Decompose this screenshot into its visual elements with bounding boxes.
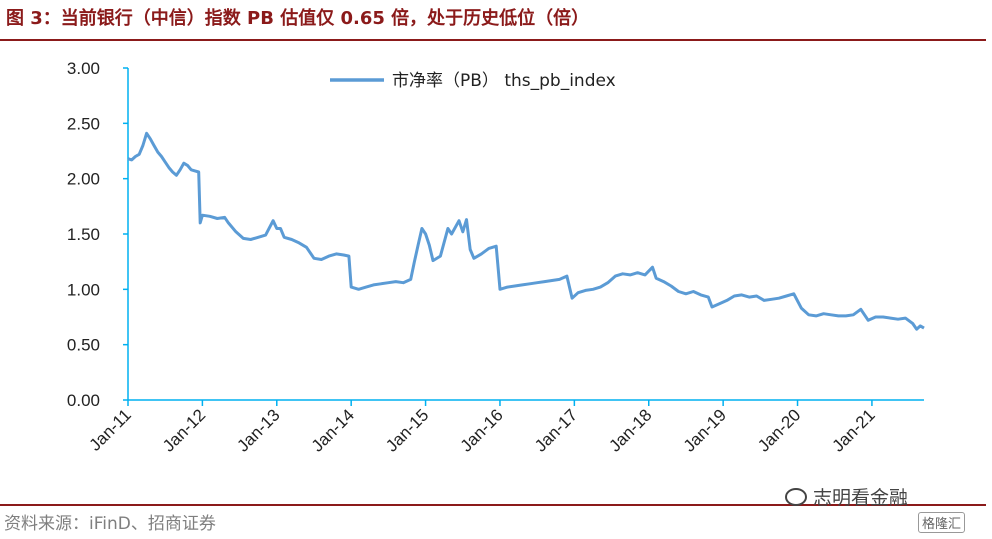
y-axis: 0.00 0.50 1.00 1.50 2.00 2.50 3.00 [67, 59, 129, 410]
y-tick-label: 1.00 [67, 280, 100, 299]
y-tick-label: 0.00 [67, 391, 100, 410]
x-tick-label: Jan-16 [457, 405, 507, 455]
y-tick-label: 2.00 [67, 170, 100, 189]
x-tick-label: Jan-19 [680, 405, 730, 455]
x-tick-label: Jan-18 [605, 405, 655, 455]
watermark-text: 志明看金融 [813, 487, 909, 509]
series-layer [127, 131, 925, 331]
corner-logo: 格隆汇 [918, 512, 966, 533]
y-tick-label: 3.00 [67, 59, 100, 78]
legend-label: 市净率（PB） ths_pb_index [392, 71, 616, 91]
title-divider [0, 39, 986, 41]
chart-title: 图 3：当前银行（中信）指数 PB 估值仅 0.65 倍，处于历史低位（倍） [6, 8, 590, 29]
x-tick-label: Jan-12 [159, 405, 209, 455]
x-tick-label: Jan-14 [308, 405, 358, 455]
x-tick-label: Jan-20 [754, 405, 804, 455]
y-tick-label: 2.50 [67, 114, 100, 133]
x-tick-label: Jan-15 [382, 405, 432, 455]
y-tick-label: 1.50 [67, 225, 100, 244]
source-note: 资料来源：iFinD、招商证券 [4, 514, 216, 534]
pb-series-line [127, 131, 925, 331]
footer-divider [0, 504, 986, 506]
x-axis: Jan-11 Jan-12 Jan-13 Jan-14 Jan-15 Jan-16 Jan-… [86, 399, 924, 456]
x-tick-label: Jan-21 [829, 405, 879, 455]
x-tick-label: Jan-13 [233, 405, 283, 455]
wechat-icon [785, 487, 807, 506]
legend: 市净率（PB） ths_pb_index [330, 71, 616, 91]
x-tick-label: Jan-17 [531, 405, 581, 455]
y-tick-label: 0.50 [67, 336, 100, 355]
x-tick-label: Jan-11 [86, 405, 135, 454]
watermark: 志明看金融 [785, 483, 908, 510]
